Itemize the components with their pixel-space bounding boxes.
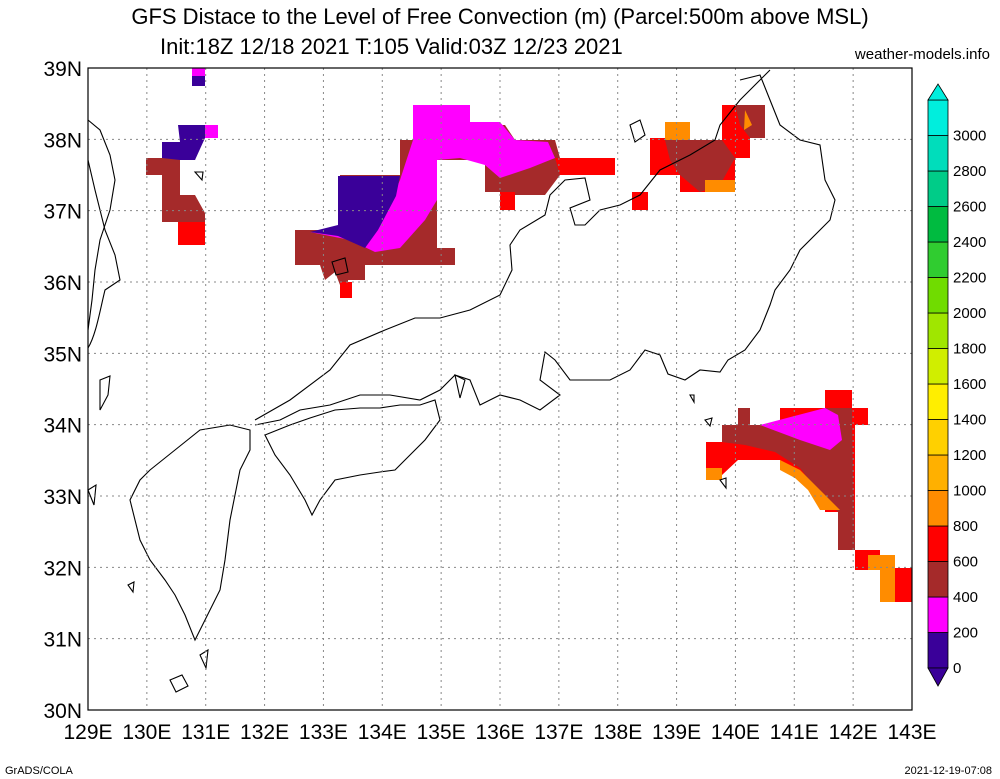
coastline-shikoku bbox=[264, 399, 441, 517]
lfc-field-region bbox=[162, 68, 205, 160]
colorbar-segment bbox=[927, 277, 949, 314]
colorbar-segment bbox=[927, 312, 949, 349]
colorbar-label: 1000 bbox=[953, 483, 986, 500]
coastline-izu-islands bbox=[689, 394, 727, 490]
colorbar-label: 400 bbox=[953, 589, 978, 606]
lat-tick-label: 32N bbox=[43, 557, 82, 580]
lat-tick-label: 36N bbox=[43, 272, 82, 295]
lon-tick-label: 134E bbox=[358, 721, 407, 744]
coastline-kyushu bbox=[129, 424, 251, 642]
colorbar-label: 2400 bbox=[953, 234, 986, 251]
lon-tick-label: 135E bbox=[417, 721, 466, 744]
lon-tick-label: 141E bbox=[770, 721, 819, 744]
lon-tick-label: 137E bbox=[534, 721, 583, 744]
colorbar-label: 1200 bbox=[953, 447, 986, 464]
lon-tick-label: 133E bbox=[299, 721, 348, 744]
colorbar-segment bbox=[927, 206, 949, 243]
map-frame bbox=[87, 67, 913, 711]
colorbar-segment bbox=[927, 383, 949, 420]
colorbar-label: 600 bbox=[953, 554, 978, 571]
coastline-yakushima bbox=[169, 648, 209, 693]
lfc-field-region bbox=[340, 158, 615, 298]
colorbar-segment bbox=[927, 135, 949, 172]
coastline-tsushima bbox=[99, 375, 111, 411]
colorbar-segment bbox=[927, 241, 949, 278]
colorbar-label: 800 bbox=[953, 518, 978, 535]
lon-tick-label: 142E bbox=[829, 721, 878, 744]
lon-tick-label: 136E bbox=[475, 721, 524, 744]
footer-credit: GrADS/COLA bbox=[5, 765, 73, 777]
lfc-field-region bbox=[192, 68, 218, 138]
colorbar-label: 1800 bbox=[953, 341, 986, 358]
colorbar-label: 3000 bbox=[953, 128, 986, 145]
lon-tick-label: 130E bbox=[122, 721, 171, 744]
coastlines bbox=[87, 69, 836, 693]
map-title: GFS Distace to the Level of Free Convect… bbox=[131, 4, 869, 29]
lfc-field-region bbox=[310, 176, 400, 248]
lfc-field-region bbox=[310, 105, 555, 252]
lfc-field-region bbox=[665, 105, 765, 192]
colorbar: 0 200 400 600 800 1000 1200 1400 1600 1800 2000 220… bbox=[927, 83, 986, 687]
map-subtitle: Init:18Z 12/18 2021 T:105 Valid:03Z 12/2… bbox=[160, 34, 623, 59]
colorbar-label: 2600 bbox=[953, 199, 986, 216]
lat-tick-label: 33N bbox=[43, 486, 82, 509]
axis-labels: 129E 130E 131E 132E 133E 134E 135E 136E 137E 138E… bbox=[43, 58, 936, 744]
colorbar-label: 2000 bbox=[953, 305, 986, 322]
lfc-field-region bbox=[665, 110, 752, 192]
lat-tick-label: 39N bbox=[43, 58, 82, 81]
lon-tick-label: 132E bbox=[240, 721, 289, 744]
lat-tick-label: 30N bbox=[43, 700, 82, 723]
colorbar-segment bbox=[927, 454, 949, 491]
site-credit: weather-models.info bbox=[854, 46, 990, 63]
colorbar-segment bbox=[927, 99, 949, 136]
lfc-field-region bbox=[178, 222, 205, 245]
lat-tick-label: 37N bbox=[43, 201, 82, 224]
colorbar-label: 200 bbox=[953, 625, 978, 642]
coastline-goto bbox=[87, 483, 135, 594]
coastline-sado bbox=[629, 119, 646, 143]
colorbar-segment bbox=[927, 561, 949, 598]
colorbar-label: 1400 bbox=[953, 412, 986, 429]
coastline-awaji bbox=[454, 373, 466, 399]
lon-tick-label: 129E bbox=[63, 721, 112, 744]
colorbar-segment bbox=[927, 348, 949, 385]
colorbar-max-arrow bbox=[927, 83, 949, 101]
colorbar-segment bbox=[927, 632, 949, 669]
lat-tick-label: 34N bbox=[43, 415, 82, 438]
colorbar-segment bbox=[927, 525, 949, 562]
coastline-korea bbox=[87, 119, 116, 331]
coastline-oki bbox=[331, 257, 349, 276]
lat-tick-label: 38N bbox=[43, 129, 82, 152]
colorbar-label: 0 bbox=[953, 660, 961, 677]
footer-timestamp: 2021-12-19-07:08 bbox=[904, 765, 992, 777]
lon-tick-label: 139E bbox=[652, 721, 701, 744]
colorbar-label: 2200 bbox=[953, 270, 986, 287]
coastline-honshu bbox=[87, 69, 836, 426]
colorbar-segment bbox=[927, 170, 949, 207]
coastline-jeju bbox=[193, 171, 204, 182]
lfc-field-region bbox=[760, 408, 842, 450]
colorbar-segment bbox=[927, 596, 949, 633]
lfc-distance-fields bbox=[146, 68, 912, 602]
lon-tick-label: 138E bbox=[593, 721, 642, 744]
lon-tick-label: 143E bbox=[887, 721, 936, 744]
colorbar-segment bbox=[927, 490, 949, 527]
colorbar-min-arrow bbox=[927, 667, 949, 687]
colorbar-label: 1600 bbox=[953, 376, 986, 393]
colorbar-label: 2800 bbox=[953, 163, 986, 180]
lat-lon-grid bbox=[88, 68, 912, 710]
lon-tick-label: 131E bbox=[181, 721, 230, 744]
lat-tick-label: 35N bbox=[43, 343, 82, 366]
lfc-field-region bbox=[706, 460, 895, 602]
lat-tick-label: 31N bbox=[43, 629, 82, 652]
lon-tick-label: 140E bbox=[711, 721, 760, 744]
colorbar-segment bbox=[927, 419, 949, 456]
